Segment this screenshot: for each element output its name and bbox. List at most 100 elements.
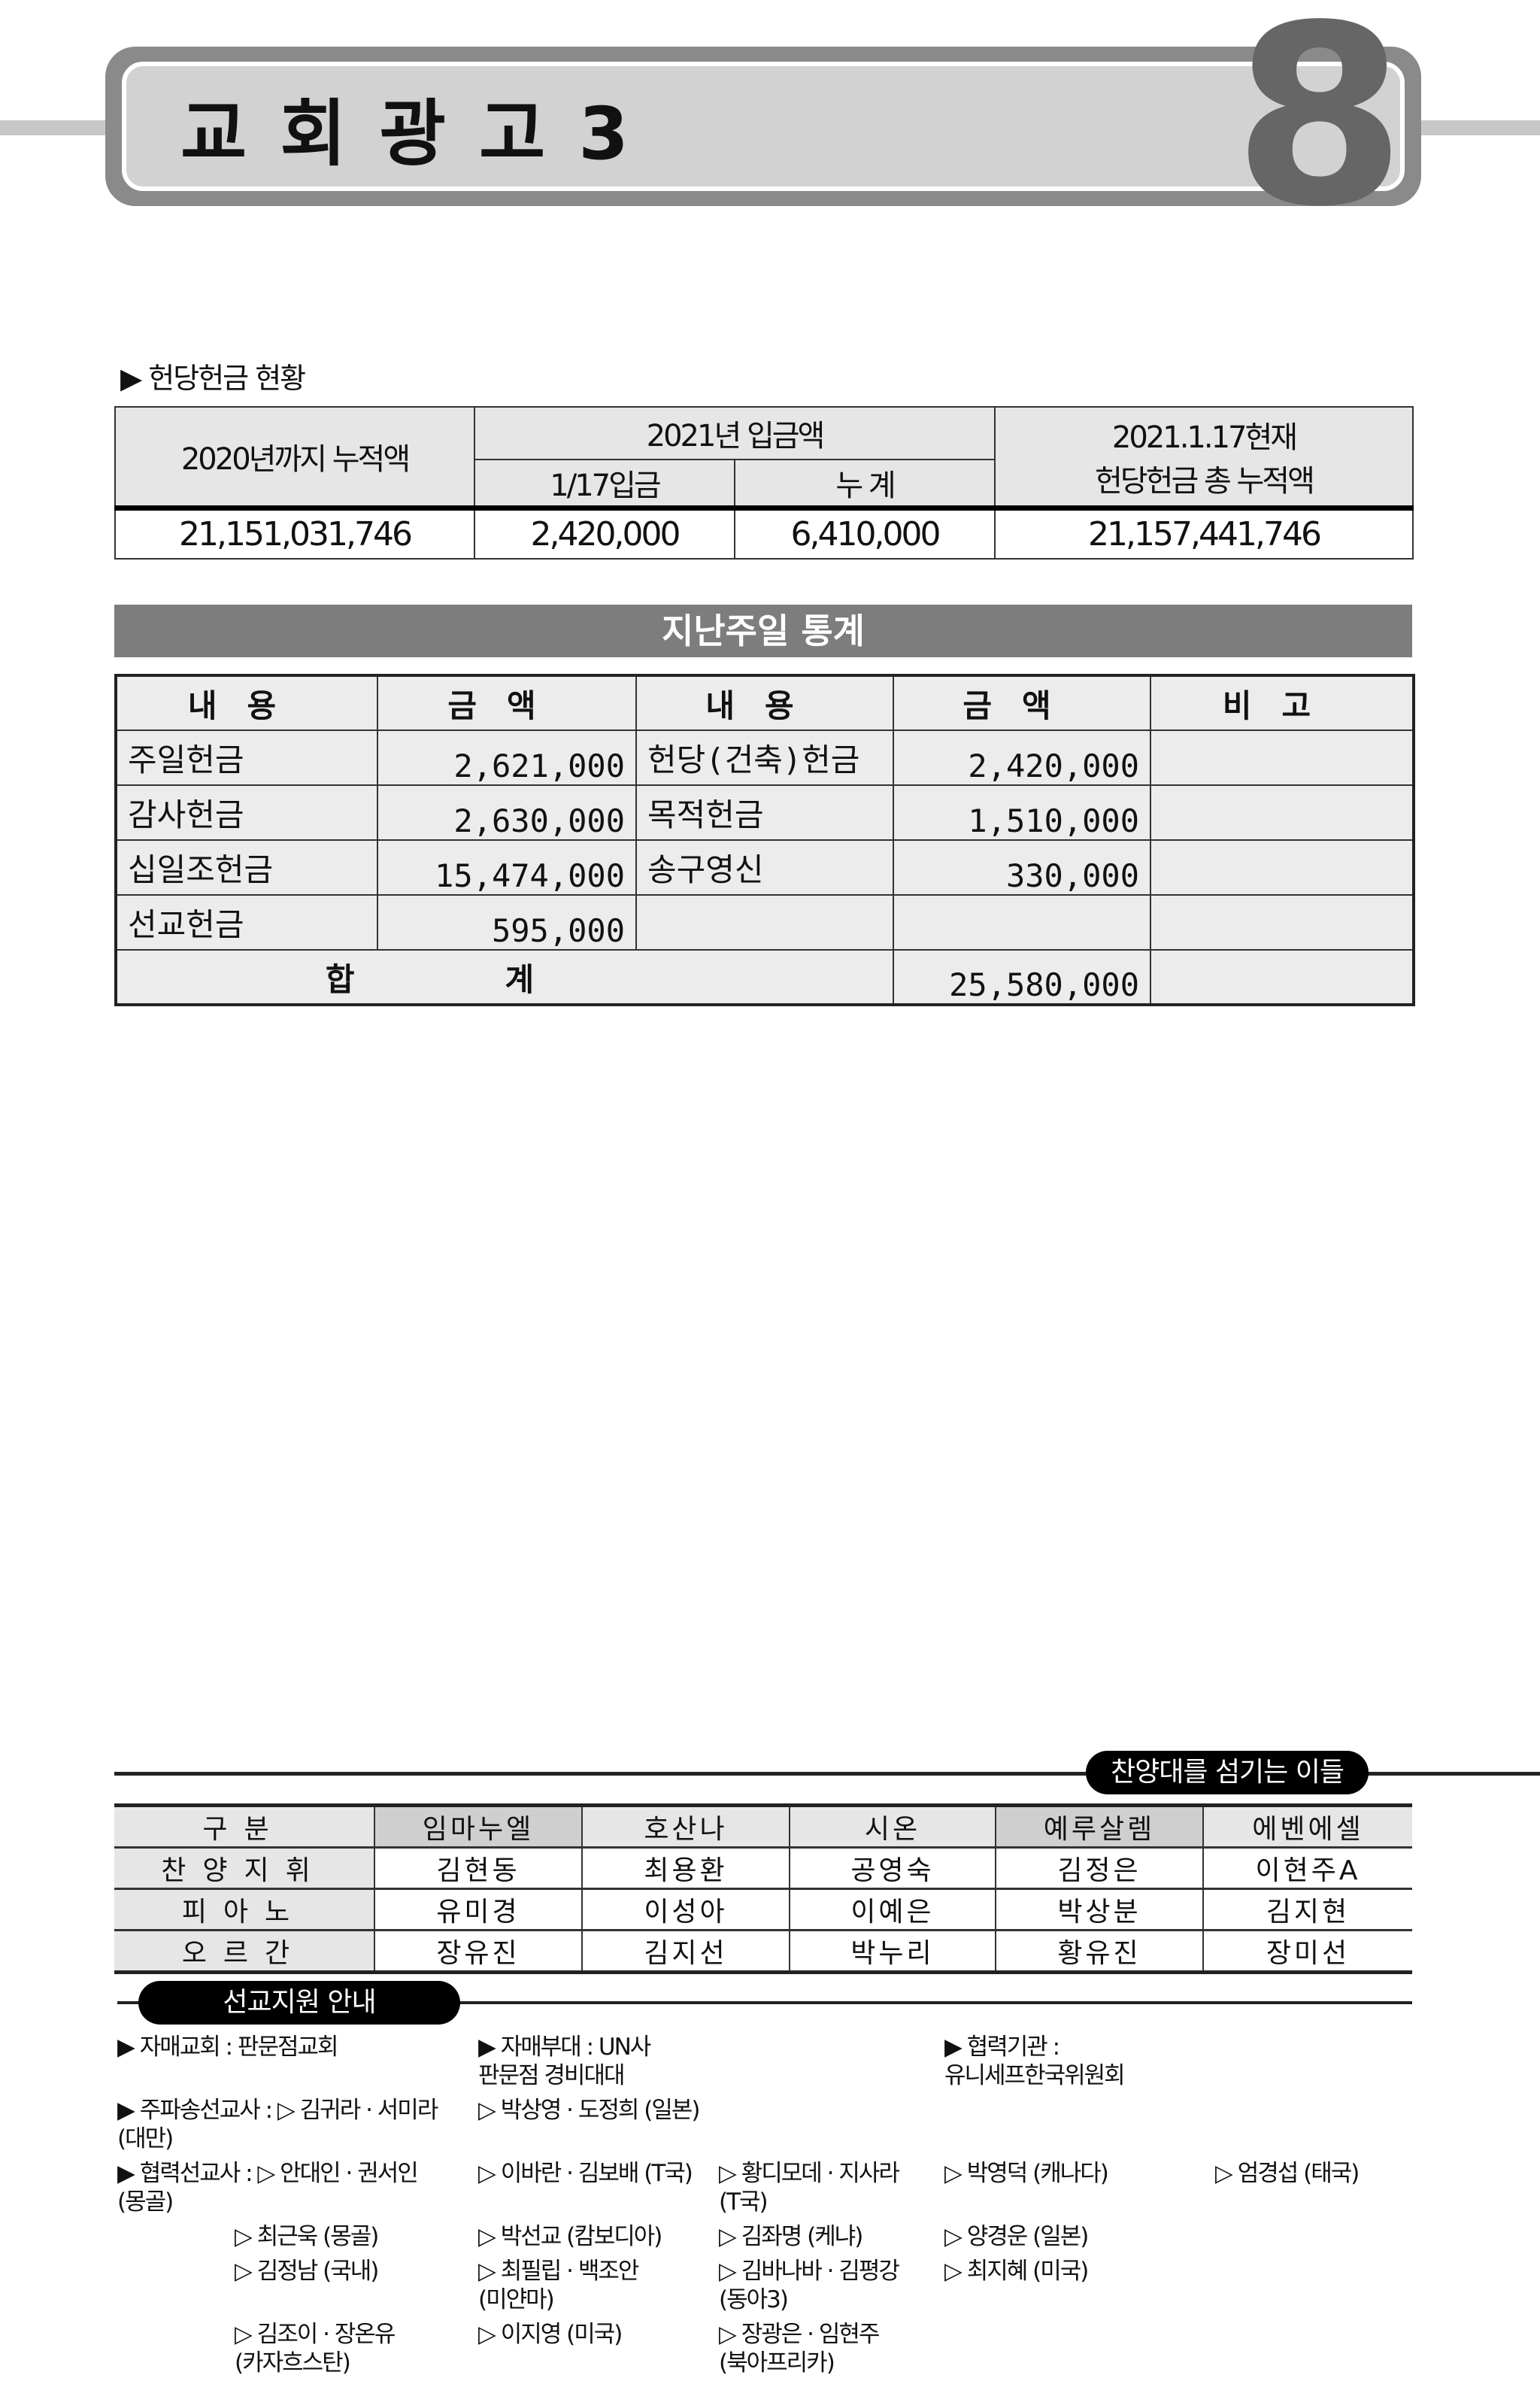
mission-list: ▶ 자매교회 : 판문점교회 ▶ 자매부대 : UN사 판문점 경비대대 ▶ 협력기… [117,2031,1412,2381]
table-row: 선교헌금 595,000 [115,894,1414,951]
mission-item [1215,2220,1412,2255]
mission-item: ▷ 박선교 (캄보디아) [478,2223,662,2250]
stats-table: 내용 금액 내용 금액 비고 주일헌금 2,621,000 헌당(건축)헌금 2,42… [114,674,1415,1006]
role-cell: 찬양지휘 [114,1846,375,1890]
mission-rule [117,2001,1412,2004]
label-cell: 십일조헌금 [115,839,378,896]
header-cell: 호산나 [581,1804,790,1849]
name-cell: 최용환 [581,1846,790,1890]
name-cell: 이성아 [581,1888,790,1931]
name-cell: 김지선 [581,1929,790,1973]
value-cell: 2,420,000 [474,505,735,560]
name-cell: 공영숙 [789,1846,996,1890]
mission-row: ▶ 주파송선교사 : ▷ 김귀라 · 서미라 (대만) ▷ 박상영 · 도정희 (… [117,2094,1412,2157]
name-cell: 박누리 [789,1929,996,1973]
header-inner [122,62,1405,191]
mission-item: ▷ 박상영 · 도정희 (일본) [478,2097,700,2124]
header-cell: 내용 [115,675,378,731]
label-cell: 목적헌금 [635,784,894,841]
choir-rule [114,1772,1540,1776]
total-amount: 25,580,000 [893,949,1151,1005]
mission-title: 선교지원 안내 [138,1981,460,2025]
mission-item [1215,2255,1412,2318]
label-cell: 선교헌금 [115,894,378,951]
stats-banner: 지난주일 통계 [114,605,1412,657]
mission-item: ▷ 김조이 · 장온유 (카자흐스탄) [235,2321,396,2376]
mission-item: ▷ 이지영 (미국) [478,2321,623,2348]
header-cell: 구분 [114,1804,375,1849]
mission-item: ▷ 김바나바 · 김평강 (동아3) [719,2258,900,2313]
value-cell: 6,410,000 [734,505,996,560]
header-cell: 금액 [377,675,637,731]
amount-cell: 2,420,000 [893,729,1151,786]
total-row: 합계 25,580,000 [115,949,1414,1005]
mission-item: ▷ 최근욱 (몽골) [235,2223,379,2250]
mission-item: ▷ 최지혜 (미국) [944,2258,1089,2285]
mission-item: ▷ 김좌명 (케냐) [719,2223,863,2250]
mission-item: ▷ 김정남 (국내) [235,2258,379,2285]
header-cell: 임마누엘 [374,1804,583,1849]
header-cell: 금액 [893,675,1151,731]
header-cell: 에벤에셀 [1202,1804,1412,1849]
header-cell: 2020년까지 누적액 [114,406,475,508]
mission-item [719,2094,944,2157]
mission-item: ▶ 자매교회 : 판문점교회 [117,2034,339,2061]
page-title: 교회광고3 [180,92,662,176]
mission-row: ▶ 자매교회 : 판문점교회 ▶ 자매부대 : UN사 판문점 경비대대 ▶ 협력기… [117,2031,1412,2094]
total-label: 합계 [115,949,894,1005]
mission-item [944,2318,1215,2381]
offering-section-label: ▶ 헌당헌금 현황 [120,362,306,395]
label-cell: 주일헌금 [115,729,378,786]
note-cell [1150,784,1414,841]
header-line: 2021.1.17현재 [1111,420,1298,455]
choir-table: 구분 임마누엘 호산나 시온 예루살렘 에벤에셀 찬양지휘 김현동 최용환 공영숙 김정은 이현주A… [114,1803,1412,1974]
table-row: 감사헌금 2,630,000 목적헌금 1,510,000 [115,784,1414,841]
name-cell: 김지현 [1202,1888,1412,1931]
header-cell: 예루살렘 [995,1804,1204,1849]
name-cell: 김현동 [374,1846,583,1890]
mission-item: ▷ 박영덕 (캐나다) [944,2160,1109,2187]
name-cell: 김정은 [995,1846,1204,1890]
value-cell: 21,157,441,746 [994,505,1414,560]
name-cell: 박상분 [995,1888,1204,1931]
header-cell: 누 계 [734,459,996,508]
name-cell: 이현주A [1202,1846,1412,1890]
table-row: 십일조헌금 15,474,000 송구영신 330,000 [115,839,1414,896]
amount-cell: 15,474,000 [377,839,637,896]
page-number: 8 [1233,0,1406,261]
header-cell: 내용 [635,675,894,731]
mission-item: ▶ 협력선교사 : ▷ 안대인 · 권서인 (몽골) [117,2160,419,2216]
mission-row: ▷ 김조이 · 장온유 (카자흐스탄) ▷ 이지영 (미국) ▷ 장광은 · 임현주… [117,2318,1412,2381]
name-cell: 장유진 [374,1929,583,1973]
table-row: 주일헌금 2,621,000 헌당(건축)헌금 2,420,000 [115,729,1414,786]
label-cell: 헌당(건축)헌금 [635,729,894,786]
note-cell [1150,839,1414,896]
mission-item: ▶ 주파송선교사 : ▷ 김귀라 · 서미라 (대만) [117,2097,438,2152]
table-row: 찬양지휘 김현동 최용환 공영숙 김정은 이현주A [114,1846,1412,1890]
mission-item: ▷ 장광은 · 임현주 (북아프리카) [719,2321,880,2376]
amount-cell: 595,000 [377,894,637,951]
name-cell: 황유진 [995,1929,1204,1973]
mission-item: ▷ 양경운 (일본) [944,2223,1089,2250]
header-cell: 1/17입금 [474,459,735,508]
label-cell [635,894,894,951]
amount-cell: 330,000 [893,839,1151,896]
name-cell: 이예은 [789,1888,996,1931]
mission-item: ▷ 최필립 · 백조안 (미얀마) [478,2258,639,2313]
mission-item [1215,2094,1412,2157]
header-cell: 2021년 입금액 [474,406,996,460]
mission-item [719,2031,944,2094]
mission-row: ▶ 협력선교사 : ▷ 안대인 · 권서인 (몽골) ▷ 이바란 · 김보배 (T… [117,2157,1412,2220]
choir-title: 찬양대를 섬기는 이들 [1086,1751,1369,1794]
header-line: 헌당헌금 총 누적액 [1095,463,1315,499]
amount-cell: 1,510,000 [893,784,1151,841]
mission-item: ▶ 협력기관 : 유니세프한국위원회 [944,2034,1126,2089]
amount-cell: 2,630,000 [377,784,637,841]
mission-item: ▷ 이바란 · 김보배 (T국) [478,2160,693,2187]
mission-item [1215,2031,1412,2094]
name-cell: 유미경 [374,1888,583,1931]
header-cell: 시온 [789,1804,996,1849]
label-cell: 감사헌금 [115,784,378,841]
offering-table: 2020년까지 누적액 2021년 입금액 2021.1.17현재 헌당헌금 총 누적… [114,406,1414,560]
